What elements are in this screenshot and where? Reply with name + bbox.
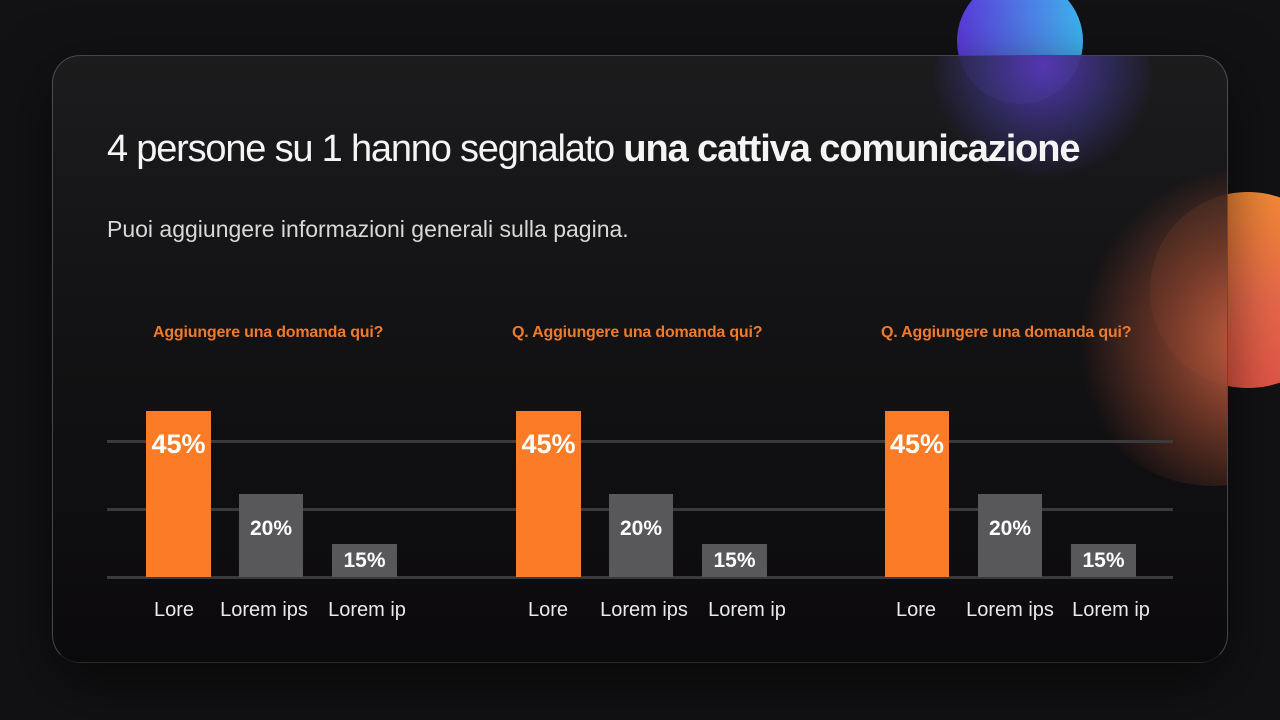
bar-value: 45% [521, 429, 576, 459]
bar-lorem-ip: 15% [1071, 544, 1136, 577]
bar-lorem-ips: 20% [609, 494, 673, 577]
category-label: Lorem ip [1072, 599, 1150, 621]
bar-value: 20% [988, 516, 1032, 540]
bar-lore: 45% [516, 411, 581, 577]
bar-value: 45% [151, 429, 206, 459]
bar-lore: 45% [146, 411, 211, 577]
category-label: Lorem ips [600, 599, 688, 621]
bar-lorem-ip: 15% [332, 544, 397, 577]
chart-question: Q. Aggiungere una domanda qui? [512, 324, 763, 341]
category-label: Lore [895, 599, 937, 621]
category-label: Lorem ips [966, 599, 1054, 621]
title-regular: 4 persone su 1 hanno segnalato [107, 128, 624, 170]
gridline-top [107, 440, 1173, 443]
bar-value: 20% [249, 516, 293, 540]
chart-question: Q. Aggiungere una domanda qui? [881, 324, 1132, 341]
bar-value: 15% [1082, 548, 1125, 572]
bar-lorem-ips: 20% [239, 494, 303, 577]
category-label: Lore [153, 599, 195, 621]
bar-value: 20% [619, 516, 663, 540]
category-label: Lorem ip [328, 599, 406, 621]
category-label: Lorem ips [220, 599, 308, 621]
bar-value: 15% [343, 548, 386, 572]
category-label: Lore [527, 599, 569, 621]
page-subtitle: Puoi aggiungere informazioni generali su… [107, 216, 629, 242]
bar-lore: 45% [885, 411, 949, 577]
bar-value: 45% [889, 429, 945, 459]
bar-value: 15% [713, 548, 756, 572]
chart-question: Aggiungere una domanda qui? [153, 324, 384, 341]
bar-lorem-ips: 20% [978, 494, 1042, 577]
category-label: Lorem ip [708, 599, 786, 621]
page-title: 4 persone su 1 hanno segnalato una catti… [107, 128, 1081, 171]
gridline-baseline [107, 576, 1173, 579]
slide-card: 4 persone su 1 hanno segnalato una catti… [52, 55, 1228, 663]
title-bold: una cattiva comunicazione [623, 128, 1080, 170]
bar-lorem-ip: 15% [702, 544, 767, 577]
